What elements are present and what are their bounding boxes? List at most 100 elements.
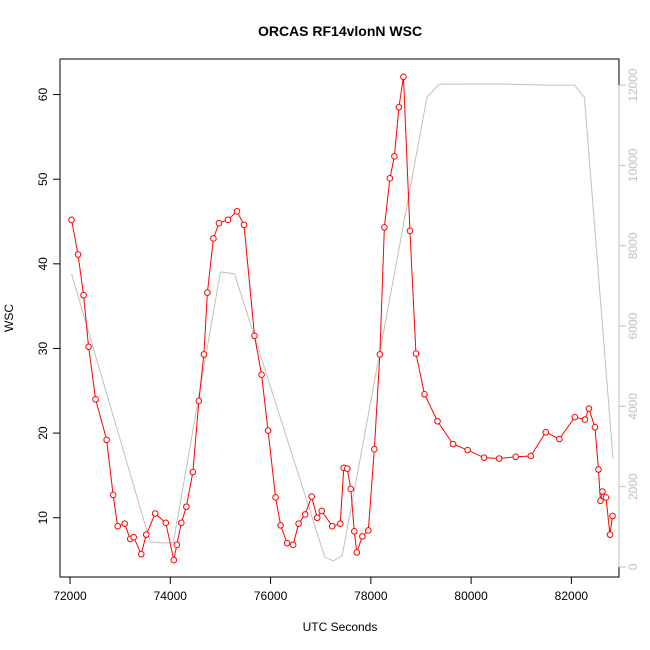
data-point: [251, 332, 258, 340]
data-point: [571, 413, 579, 421]
data-point: [599, 488, 606, 495]
data-point: [301, 511, 309, 518]
x-axis: 72000 74000 76000 78000 80000 82000: [53, 576, 589, 603]
data-point: [434, 417, 441, 425]
data-point: [400, 73, 407, 81]
y-tick-label: 50: [36, 172, 50, 186]
data-point: [318, 507, 326, 515]
data-point: [258, 371, 265, 379]
data-point: [464, 446, 471, 454]
y2-tick-label: 4000: [626, 393, 640, 420]
series-line-altitude: [71, 83, 614, 562]
data-point: [240, 221, 248, 229]
x-tick-label: 78000: [354, 589, 388, 603]
data-point: [183, 503, 190, 511]
data-point: [365, 527, 372, 534]
data-point: [343, 465, 351, 472]
y-axis-left: 10 20 30 40 50 60: [36, 88, 61, 525]
data-point: [137, 550, 145, 558]
data-point: [204, 289, 211, 296]
data-point: [68, 216, 75, 224]
data-point: [170, 556, 178, 564]
data-point: [130, 533, 137, 541]
data-point: [92, 395, 99, 403]
y-tick-label: 10: [36, 511, 50, 525]
data-point: [151, 510, 159, 517]
data-point: [114, 522, 121, 530]
data-point: [595, 466, 602, 473]
data-point: [581, 416, 589, 423]
data-point: [142, 531, 150, 538]
series-line-wsc: [71, 76, 613, 561]
plot-area: [59, 58, 620, 578]
data-point: [74, 251, 82, 258]
series-altitude-layer: [71, 83, 614, 562]
data-point: [597, 497, 604, 505]
data-point: [542, 428, 550, 436]
x-tick-label: 82000: [555, 589, 589, 603]
y2-tick-label: 12000: [626, 68, 640, 102]
data-point: [449, 440, 457, 448]
data-point: [103, 436, 110, 444]
data-point: [527, 452, 535, 460]
data-point: [189, 468, 197, 476]
data-point: [178, 519, 185, 527]
data-point: [210, 235, 217, 242]
data-point: [224, 216, 232, 224]
data-point: [313, 514, 321, 522]
data-point: [162, 519, 170, 527]
data-point: [277, 522, 284, 529]
data-point: [371, 445, 378, 453]
y2-tick-label: 10000: [626, 148, 640, 182]
data-point: [347, 485, 355, 493]
x-tick-label: 72000: [53, 589, 87, 603]
data-point: [272, 494, 279, 501]
data-point: [121, 520, 128, 527]
data-point: [512, 453, 520, 461]
data-point: [386, 175, 394, 182]
x-tick-label: 80000: [454, 589, 488, 603]
y-axis-label: WSC: [2, 304, 16, 332]
data-point: [381, 224, 388, 231]
data-point: [602, 494, 610, 501]
data-point: [173, 541, 181, 549]
data-point: [350, 527, 358, 535]
data-point: [264, 427, 272, 434]
data-point: [412, 350, 420, 357]
data-point: [295, 520, 302, 527]
data-point: [328, 522, 336, 530]
y2-tick-label: 8000: [626, 232, 640, 259]
y-tick-label: 20: [36, 426, 50, 440]
x-axis-label: UTC Seconds: [303, 620, 378, 634]
x-tick-label: 74000: [154, 589, 188, 603]
data-point: [585, 405, 593, 412]
data-point: [359, 533, 366, 540]
data-point: [195, 397, 203, 405]
data-point: [495, 455, 503, 462]
data-point: [395, 103, 403, 111]
data-point: [376, 351, 384, 358]
series-wsc-layer: [68, 73, 616, 564]
x-tick-label: 76000: [254, 589, 288, 603]
y2-tick-label: 0: [626, 563, 640, 570]
data-point: [421, 390, 428, 398]
y2-tick-label: 2000: [626, 473, 640, 500]
y-axis-right: 0 2000 4000 6000 8000 10000 12000: [618, 68, 640, 570]
data-point: [609, 512, 616, 520]
data-point: [80, 291, 87, 299]
data-point: [109, 491, 117, 499]
data-point: [336, 520, 344, 527]
data-point: [606, 531, 614, 538]
data-point: [391, 153, 398, 160]
data-point: [353, 549, 361, 556]
data-point: [200, 351, 208, 358]
chart-title: ORCAS RF14vlonN WSC: [258, 23, 422, 39]
y-tick-label: 60: [36, 88, 50, 102]
data-point: [480, 454, 488, 461]
plot-frame: [59, 58, 620, 578]
data-point: [283, 539, 291, 547]
data-point: [289, 541, 297, 549]
data-point: [233, 208, 241, 215]
data-point: [591, 423, 599, 431]
